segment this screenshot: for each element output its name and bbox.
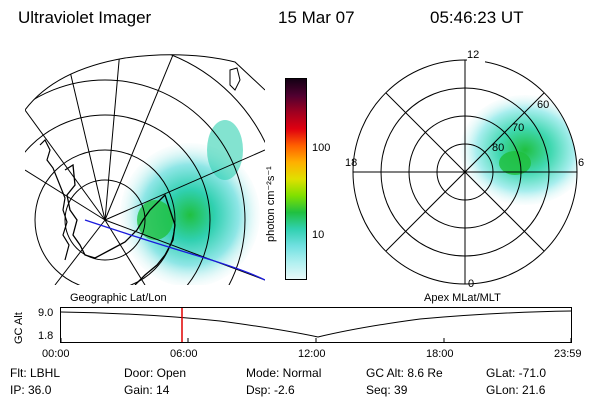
altitude-curve — [60, 310, 572, 338]
instrument-title: Ultraviolet Imager — [18, 8, 152, 27]
timeline-ticks — [60, 338, 572, 342]
timeline-xtick-1800: 18:00 — [426, 348, 454, 360]
timeline-xtick-0600: 06:00 — [170, 348, 198, 360]
dsp-readout: Dsp: -2.6 — [246, 383, 295, 397]
filter-readout: Flt: LBHL — [10, 366, 61, 380]
geo-map-edge — [25, 54, 265, 111]
polar-mlat-mlt-plot — [352, 50, 578, 285]
glat-readout: GLat: -71.0 — [486, 366, 547, 380]
observation-date: 15 Mar 07 — [278, 8, 355, 27]
colorbar-tick-10: 10 — [312, 229, 325, 241]
timeline-ytick-min: 1.8 — [38, 330, 54, 342]
polar-aurora-core — [499, 151, 531, 175]
timeline-frame — [60, 307, 572, 343]
geo-coastline-peninsula — [39, 138, 70, 261]
geo-latitude-grid — [25, 54, 265, 285]
seq-readout: Seq: 39 — [366, 383, 408, 397]
geo-panel-label: Geographic Lat/Lon — [70, 292, 167, 304]
altitude-timeline — [60, 307, 572, 343]
observation-time: 05:46:23 UT — [430, 8, 524, 27]
gain-readout: Gain: 14 — [124, 383, 170, 397]
timeline-xtick-1200: 12:00 — [298, 348, 326, 360]
colorbar-unit-label: photon cm⁻²s⁻¹ — [265, 166, 277, 242]
geo-longitude-grid — [25, 54, 265, 285]
mode-readout: Mode: Normal — [246, 366, 322, 380]
colorbar-tick-100: 100 — [312, 142, 331, 154]
timeline-axis-label: GC Alt — [13, 312, 25, 344]
geo-coastline-island — [229, 67, 241, 91]
geo-coastline — [64, 163, 176, 285]
geo-aurora-arc — [207, 120, 243, 180]
geo-aurora-core — [137, 200, 173, 240]
mlt-label-6: 6 — [578, 157, 585, 169]
mlat-label-60: 60 — [537, 99, 550, 111]
timeline-xtick-2359: 23:59 — [554, 348, 582, 360]
mlat-label-80: 80 — [492, 142, 505, 154]
mlt-label-18: 18 — [345, 157, 358, 169]
polar-panel-label: Apex MLat/MLT — [424, 292, 501, 304]
timeline-ytick-max: 9.0 — [38, 307, 54, 319]
polar-mlt-lines — [353, 60, 577, 284]
geographic-map — [25, 54, 265, 285]
mlat-label-70: 70 — [512, 122, 525, 134]
mlt-label-0: 0 — [468, 278, 475, 290]
timeline-xtick-0000: 00:00 — [42, 348, 70, 360]
ip-readout: IP: 36.0 — [10, 383, 52, 397]
mlt-label-12: 12 — [467, 49, 480, 61]
colorbar — [285, 78, 307, 280]
gc-alt-readout: GC Alt: 8.6 Re — [366, 366, 443, 380]
door-readout: Door: Open — [124, 366, 187, 380]
satellite-ground-track — [84, 219, 265, 281]
glon-readout: GLon: 21.6 — [486, 383, 546, 397]
